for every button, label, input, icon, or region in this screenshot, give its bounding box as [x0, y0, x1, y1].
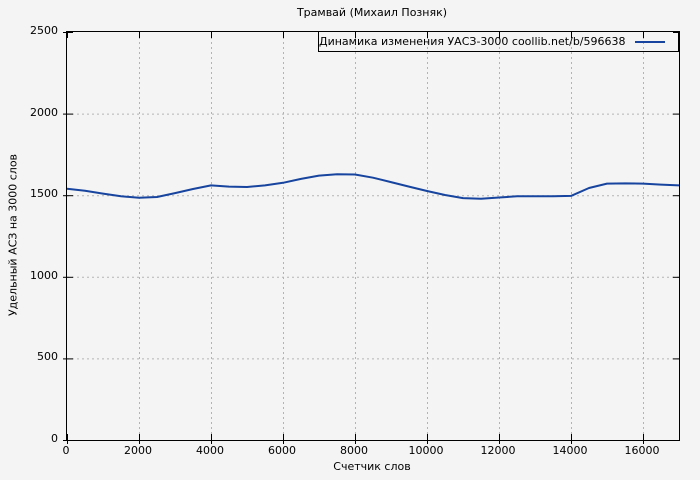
y-tick-label: 1000 [30, 268, 58, 282]
legend-line-sample-icon [634, 40, 665, 43]
plot-area [63, 31, 680, 444]
y-tick-label: 2000 [30, 105, 58, 119]
x-tick-label: 16000 [624, 444, 660, 457]
series-line [66, 173, 680, 200]
y-tick-label: 2500 [30, 24, 58, 37]
x-tick-label: 8000 [340, 444, 368, 457]
x-tick-label: 10000 [408, 444, 444, 457]
legend-entry-label: Динамика изменения УАСЗ-3000 coollib.net… [319, 35, 626, 48]
y-tick-label: 1500 [30, 187, 58, 201]
x-tick-label: 12000 [480, 444, 516, 457]
chart-title: Трамвай (Михаил Позняк) [296, 6, 448, 19]
x-tick-label: 14000 [552, 444, 588, 457]
x-axis-label: Счетчик слов [333, 460, 411, 473]
x-tick-label: 4000 [196, 444, 224, 457]
x-tick-label: 6000 [268, 444, 296, 457]
y-axis-label: Удельный АСЗ на 3000 слов [6, 153, 20, 317]
x-tick-label: 0 [62, 444, 70, 457]
legend-box: Динамика изменения УАСЗ-3000 coollib.net… [318, 31, 679, 52]
y-tick-label: 0 [51, 432, 58, 445]
x-tick-label: 2000 [124, 444, 152, 457]
y-tick-label: 500 [37, 350, 58, 364]
plot-canvas [63, 32, 680, 444]
